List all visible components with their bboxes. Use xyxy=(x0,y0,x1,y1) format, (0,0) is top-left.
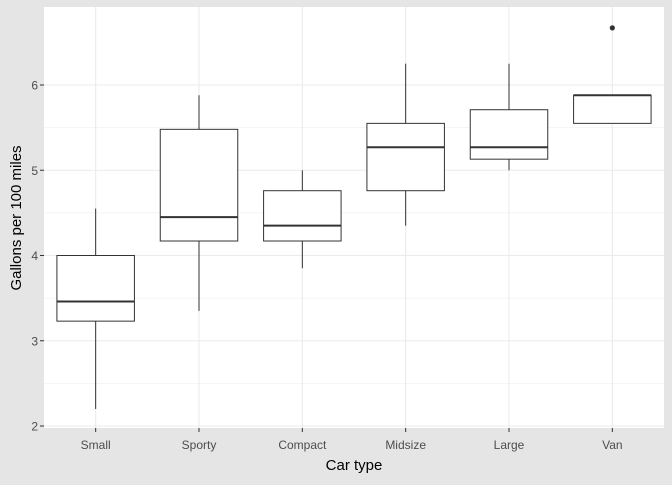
y-tick-label: 2 xyxy=(31,420,38,434)
x-tick-label: Sporty xyxy=(182,438,217,452)
plot-panel xyxy=(44,7,664,428)
y-tick-label: 5 xyxy=(31,164,38,178)
iqr-box xyxy=(366,122,445,192)
x-axis-label: Car type xyxy=(326,457,383,474)
iqr-box xyxy=(159,128,239,242)
y-tick-label: 6 xyxy=(31,79,38,93)
boxes xyxy=(56,25,652,409)
x-tick-label: Small xyxy=(81,438,111,452)
box-small xyxy=(56,208,135,409)
y-axis-label: Gallons per 100 miles xyxy=(8,145,25,290)
x-tick-label: Van xyxy=(602,438,622,452)
x-tick-label: Midsize xyxy=(385,438,426,452)
box-van xyxy=(573,25,652,124)
x-tick-label: Large xyxy=(494,438,525,452)
iqr-box xyxy=(573,94,652,124)
box-compact xyxy=(263,170,342,269)
iqr-box xyxy=(469,109,549,160)
outlier-point xyxy=(609,25,615,31)
box-midsize xyxy=(366,63,445,226)
axes: 2 3 4 5 6 Small Sporty Compact Midsize Large Van xyxy=(31,79,622,453)
x-tick-label: Compact xyxy=(278,438,327,452)
iqr-box xyxy=(263,190,342,242)
box-large xyxy=(469,63,549,171)
iqr-box xyxy=(56,255,135,322)
box-sporty xyxy=(159,95,239,311)
y-tick-label: 4 xyxy=(31,249,38,263)
y-tick-label: 3 xyxy=(31,334,38,348)
